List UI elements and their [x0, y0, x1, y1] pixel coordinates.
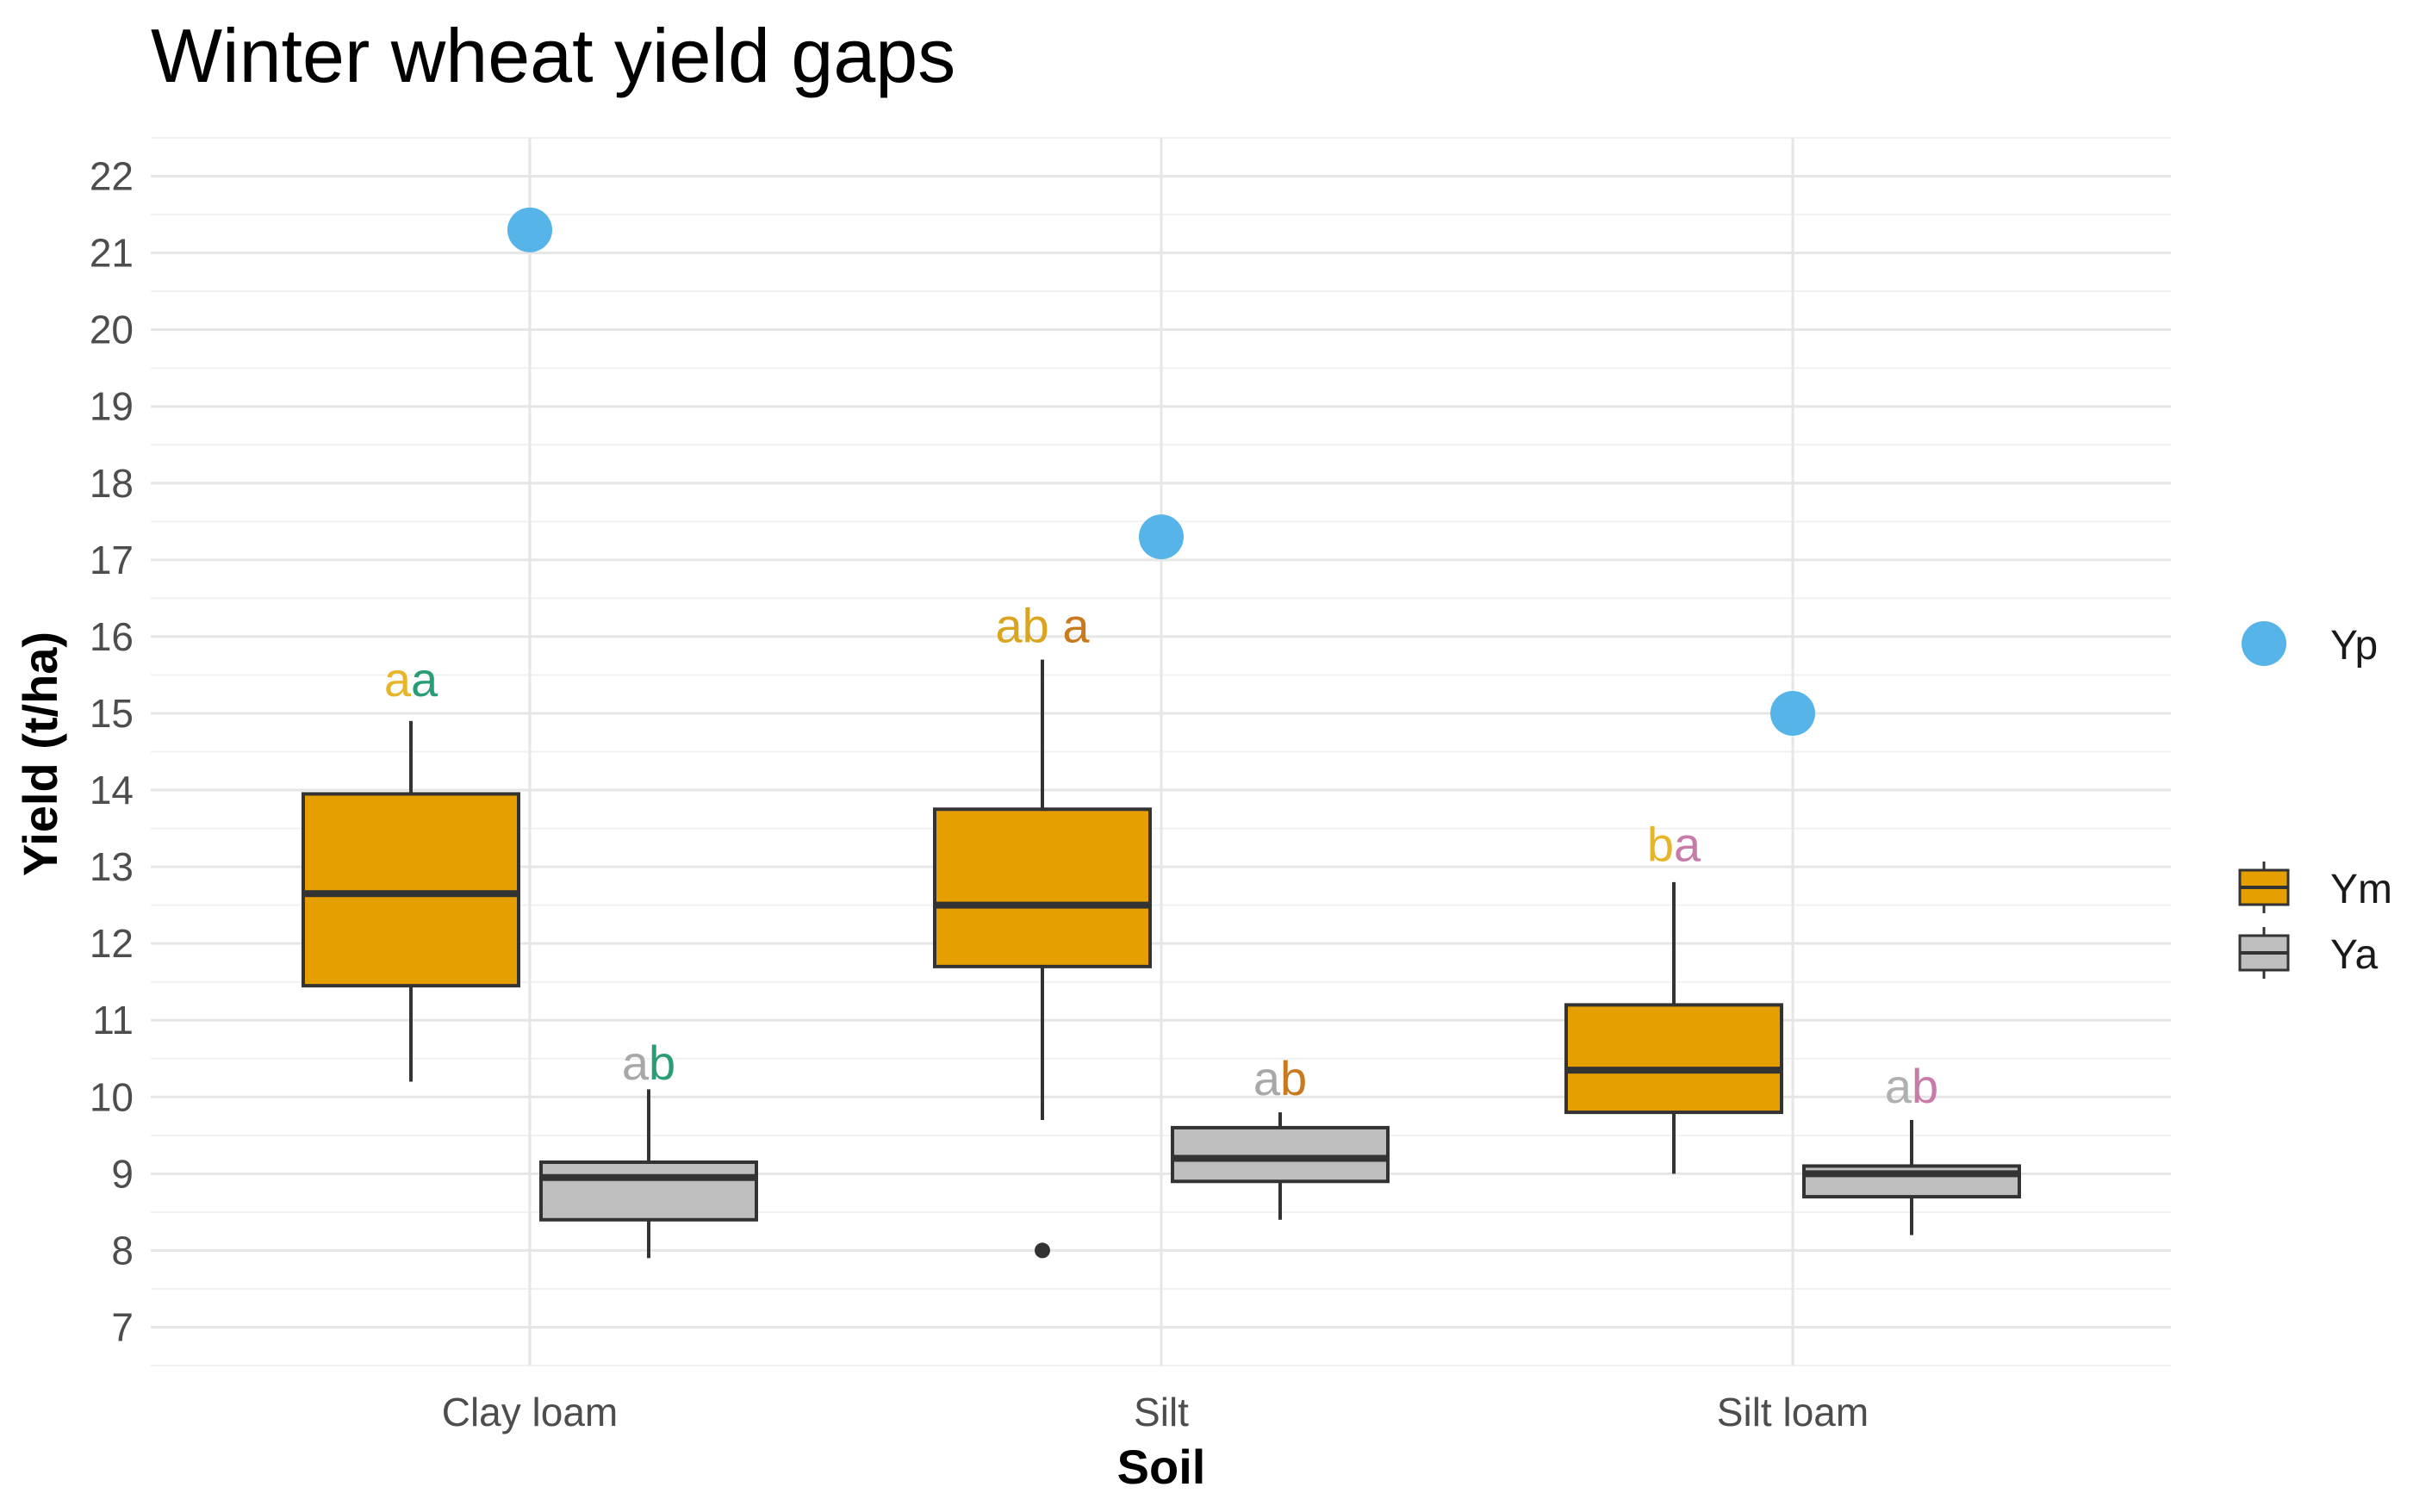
box-ya-clay-loam [539, 1089, 758, 1259]
legend-key-ya [2238, 927, 2290, 979]
box-body [302, 792, 520, 988]
letter-part: a [1253, 1051, 1281, 1105]
chart-title: Winter wheat yield gaps [151, 13, 955, 98]
box-ya-silt-loam [1802, 1120, 2021, 1235]
letter-part: a [1885, 1059, 1912, 1113]
letter-part: a [411, 652, 438, 706]
letter-part: b [1280, 1051, 1307, 1105]
letter-part: b [649, 1036, 675, 1090]
box-body [539, 1160, 758, 1222]
letter-part: b [1912, 1059, 1938, 1113]
yp-point-clay-loam [507, 207, 552, 252]
box-ym-silt-loam [1564, 881, 1783, 1174]
legend-key-ym [2238, 862, 2290, 913]
outlier-point [1035, 1242, 1050, 1259]
letter-part [1049, 599, 1063, 653]
box-ya-silt [1171, 1112, 1390, 1220]
y-tick-label: 18 [90, 461, 134, 506]
legend-key-yp [2242, 621, 2286, 666]
legend-label-ym: Ym [2330, 867, 2392, 912]
letter-part: a [622, 1036, 650, 1090]
y-tick-label: 14 [90, 768, 134, 812]
yp-point-silt-loam [1770, 690, 1815, 736]
legend-label-yp: Yp [2330, 623, 2378, 669]
y-tick-label: 21 [90, 231, 134, 276]
letter-part: a [384, 652, 412, 706]
y-tick-label: 12 [90, 921, 134, 966]
y-tick-label: 15 [90, 691, 134, 736]
y-tick-label: 17 [90, 538, 134, 582]
y-tick-label: 20 [90, 308, 134, 352]
box-ym-clay-loam [302, 720, 520, 1082]
x-axis-title: Soil [1117, 1440, 1206, 1494]
box-body [1171, 1125, 1390, 1184]
yp-points [507, 207, 1815, 736]
boxplots [302, 659, 2021, 1259]
y-axis-title: Yield (t/ha) [13, 632, 67, 876]
y-tick-label: 11 [92, 998, 134, 1042]
x-tick-label: Silt loam [1717, 1390, 1869, 1434]
yp-point-silt [1139, 514, 1184, 560]
x-tick-label: Clay loam [442, 1390, 619, 1434]
letter-ym-silt: ab a [995, 599, 1090, 653]
letter-ya-clay-loam: ab [622, 1036, 675, 1090]
box-body [1564, 1003, 1783, 1115]
y-tick-label: 16 [90, 614, 134, 659]
legend-label-ya: Ya [2330, 932, 2378, 978]
letter-ya-silt-loam: ab [1885, 1059, 1938, 1113]
box-ym-silt [933, 659, 1152, 1259]
y-axis-ticks: 7 8 9 10 11 12 13 14 15 16 17 18 19 20 21 22 [90, 154, 134, 1350]
letter-part: a [1062, 599, 1090, 653]
legend: Yp Ym Ya [2238, 621, 2392, 979]
y-tick-label: 13 [90, 844, 134, 889]
box-body [933, 807, 1152, 968]
x-axis-ticks: Clay loam Silt Silt loam [442, 1390, 1869, 1434]
y-tick-label: 9 [111, 1151, 134, 1196]
y-tick-label: 10 [90, 1074, 134, 1119]
x-tick-label: Silt [1134, 1390, 1189, 1434]
y-tick-label: 19 [90, 384, 134, 429]
y-tick-label: 8 [111, 1228, 134, 1272]
letter-ya-silt: ab [1253, 1051, 1307, 1105]
letter-part: b [1647, 817, 1674, 871]
letter-ym-silt-loam: ba [1647, 817, 1701, 871]
y-tick-label: 22 [90, 154, 134, 199]
letter-ym-clay-loam: aa [384, 652, 438, 706]
letter-part: a [1674, 817, 1701, 871]
y-tick-label: 7 [111, 1304, 134, 1349]
letter-part: ab [995, 599, 1048, 653]
